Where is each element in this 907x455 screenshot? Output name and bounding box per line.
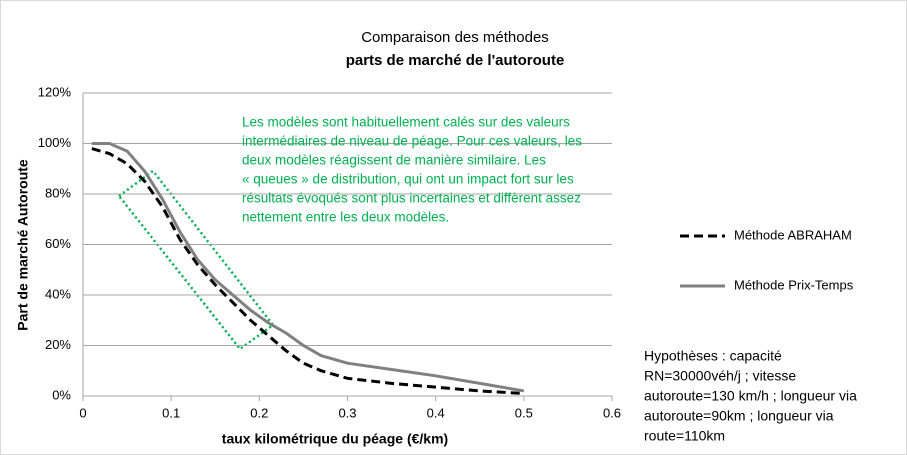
hypothesis-line: autoroute=90km ; longueur via (644, 408, 834, 424)
x-tick-label: 0.5 (515, 405, 533, 420)
x-tick-label: 0 (79, 405, 86, 420)
x-tick-label: 0.6 (603, 405, 621, 420)
y-axis-label: Part de marché Autoroute (15, 159, 31, 331)
chart-subtitle: parts de marché de l'autoroute (346, 52, 565, 69)
annotation-line: résultats évoqués sont plus incertaines … (242, 191, 581, 206)
x-tick-label: 0.2 (250, 405, 268, 420)
hypothesis-line: route=110km (644, 428, 725, 444)
legend-label: Méthode ABRAHAM (734, 227, 852, 242)
x-tick-label: 0.1 (162, 405, 180, 420)
y-tick-label: 0% (52, 387, 71, 402)
annotation-line: nettement entre les deux modèles. (242, 210, 449, 225)
x-axis-label: taux kilométrique du péage (€/km) (222, 431, 448, 447)
series-line (91, 147, 524, 395)
y-tick-label: 20% (45, 337, 71, 352)
chart-title: Comparaison des méthodes (361, 29, 549, 46)
annotation-line: deux modèles réagissent de manière simil… (242, 153, 546, 168)
y-tick-label: 60% (45, 236, 71, 251)
legend-label: Méthode Prix-Temps (734, 277, 854, 292)
annotation-line: intermédiaires de niveau de péage. Pour … (242, 134, 582, 149)
y-tick-label: 80% (45, 185, 71, 200)
y-tick-label: 100% (38, 135, 72, 150)
annotation-line: Les modèles sont habituellement calés su… (242, 115, 570, 130)
series-line (91, 142, 525, 393)
hypothesis-line: autoroute=130 km/h ; longueur via (644, 388, 857, 404)
x-tick-label: 0.3 (338, 405, 356, 420)
annotation-line: « queues » de distribution, qui ont un i… (242, 172, 574, 187)
hypothesis-line: RN=30000véh/j ; vitesse (644, 368, 796, 384)
y-tick-label: 120% (38, 84, 72, 99)
hypothesis-line: Hypothèses : capacité (644, 348, 782, 364)
x-tick-label: 0.4 (427, 405, 445, 420)
y-tick-label: 40% (45, 286, 71, 301)
